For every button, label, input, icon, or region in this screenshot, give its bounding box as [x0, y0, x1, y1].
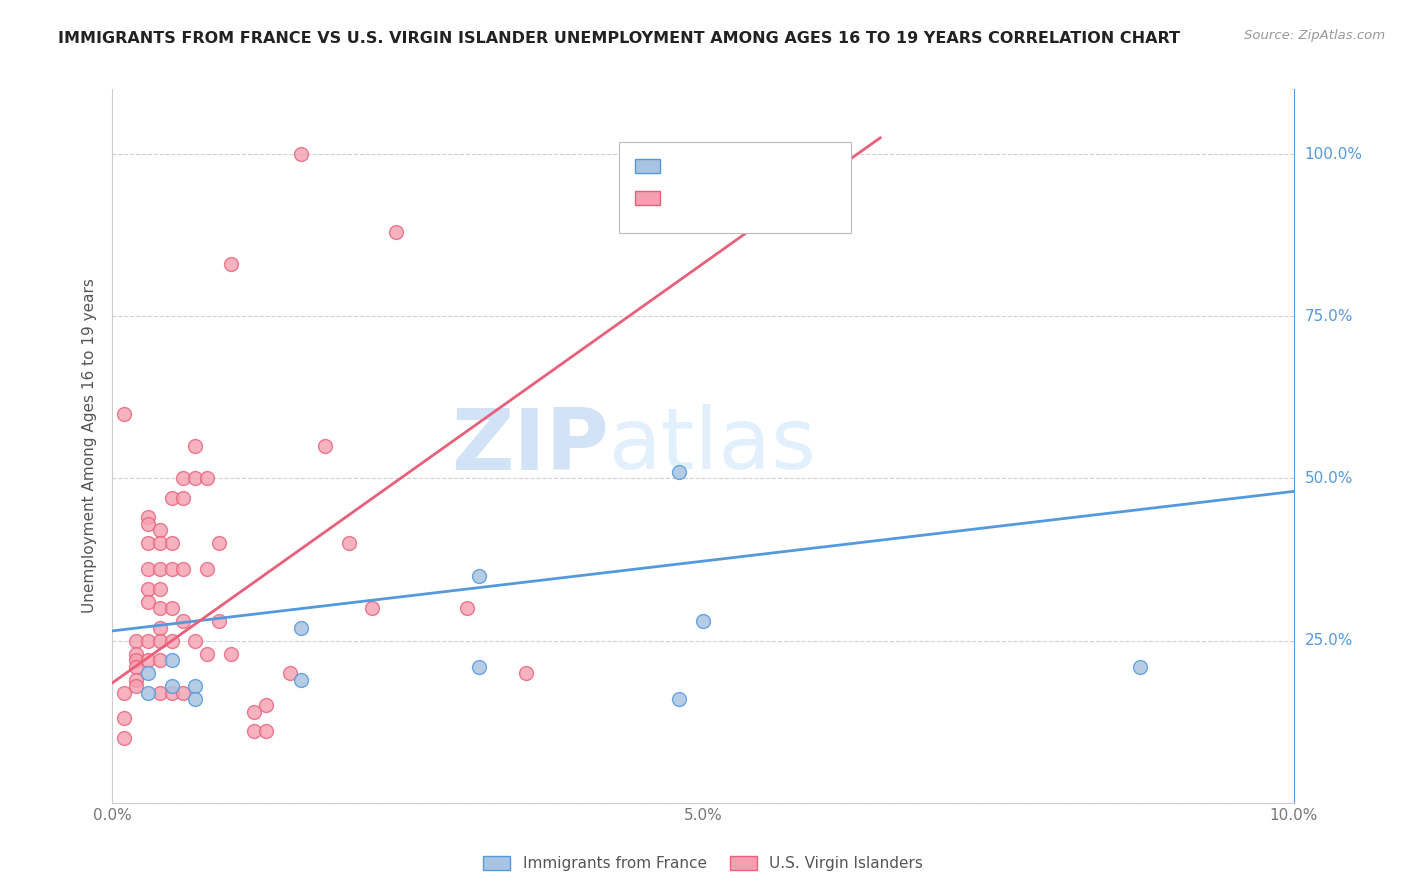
Point: [112, 407, 135, 421]
Point: [337, 536, 360, 550]
Point: [149, 685, 172, 699]
Point: [467, 568, 489, 582]
Text: 75.0%: 75.0%: [1305, 309, 1353, 324]
Point: [136, 510, 159, 524]
Point: [172, 685, 194, 699]
Legend: Immigrants from France, U.S. Virgin Islanders: Immigrants from France, U.S. Virgin Isla…: [477, 849, 929, 877]
Point: [136, 685, 159, 699]
Text: R = 0.184: R = 0.184: [668, 157, 759, 175]
Point: [195, 562, 218, 576]
Point: [112, 711, 135, 725]
Point: [136, 536, 159, 550]
Point: [136, 562, 159, 576]
Point: [136, 653, 159, 667]
Point: [219, 647, 242, 661]
Point: [456, 601, 478, 615]
Text: 50.0%: 50.0%: [1305, 471, 1353, 486]
Point: [208, 536, 231, 550]
Text: 25.0%: 25.0%: [1305, 633, 1353, 648]
Point: [219, 257, 242, 271]
Point: [184, 679, 207, 693]
Text: N = 60: N = 60: [763, 189, 827, 207]
Point: [314, 439, 336, 453]
Text: N = 14: N = 14: [763, 157, 827, 175]
Point: [278, 666, 301, 681]
Point: [149, 653, 172, 667]
Point: [668, 465, 690, 479]
Point: [692, 614, 714, 628]
Point: [136, 595, 159, 609]
Text: Source: ZipAtlas.com: Source: ZipAtlas.com: [1244, 29, 1385, 42]
Point: [668, 692, 690, 706]
Point: [243, 705, 266, 719]
Point: [160, 679, 183, 693]
Point: [184, 633, 207, 648]
Point: [149, 633, 172, 648]
Point: [125, 633, 148, 648]
Text: ZIP: ZIP: [451, 404, 609, 488]
Point: [160, 536, 183, 550]
Point: [125, 673, 148, 687]
Point: [160, 685, 183, 699]
Point: [184, 692, 207, 706]
Point: [160, 562, 183, 576]
Point: [136, 516, 159, 531]
Point: [515, 666, 537, 681]
Y-axis label: Unemployment Among Ages 16 to 19 years: Unemployment Among Ages 16 to 19 years: [82, 278, 97, 614]
Point: [160, 491, 183, 505]
Point: [467, 659, 489, 673]
Point: [149, 601, 172, 615]
Point: [208, 614, 231, 628]
Point: [361, 601, 384, 615]
Point: [149, 582, 172, 596]
Point: [125, 679, 148, 693]
Point: [172, 614, 194, 628]
Point: [112, 731, 135, 745]
Point: [160, 653, 183, 667]
Point: [243, 724, 266, 739]
Point: [125, 653, 148, 667]
Point: [385, 225, 408, 239]
Point: [195, 647, 218, 661]
Point: [149, 562, 172, 576]
Point: [184, 471, 207, 485]
Point: [160, 601, 183, 615]
Point: [254, 698, 277, 713]
Text: 100.0%: 100.0%: [1305, 146, 1362, 161]
Point: [149, 536, 172, 550]
Text: R = 0.667: R = 0.667: [668, 189, 759, 207]
Point: [290, 673, 312, 687]
Point: [136, 666, 159, 681]
Point: [125, 647, 148, 661]
Point: [136, 633, 159, 648]
Point: [172, 562, 194, 576]
Point: [136, 582, 159, 596]
Point: [172, 491, 194, 505]
Point: [290, 621, 312, 635]
Point: [184, 439, 207, 453]
Point: [160, 633, 183, 648]
Point: [149, 524, 172, 538]
Text: atlas: atlas: [609, 404, 817, 488]
Point: [172, 471, 194, 485]
Point: [254, 724, 277, 739]
Point: [195, 471, 218, 485]
Text: IMMIGRANTS FROM FRANCE VS U.S. VIRGIN ISLANDER UNEMPLOYMENT AMONG AGES 16 TO 19 : IMMIGRANTS FROM FRANCE VS U.S. VIRGIN IS…: [58, 31, 1180, 46]
Point: [290, 147, 312, 161]
Point: [1129, 659, 1152, 673]
Point: [112, 685, 135, 699]
Point: [149, 621, 172, 635]
Point: [125, 659, 148, 673]
